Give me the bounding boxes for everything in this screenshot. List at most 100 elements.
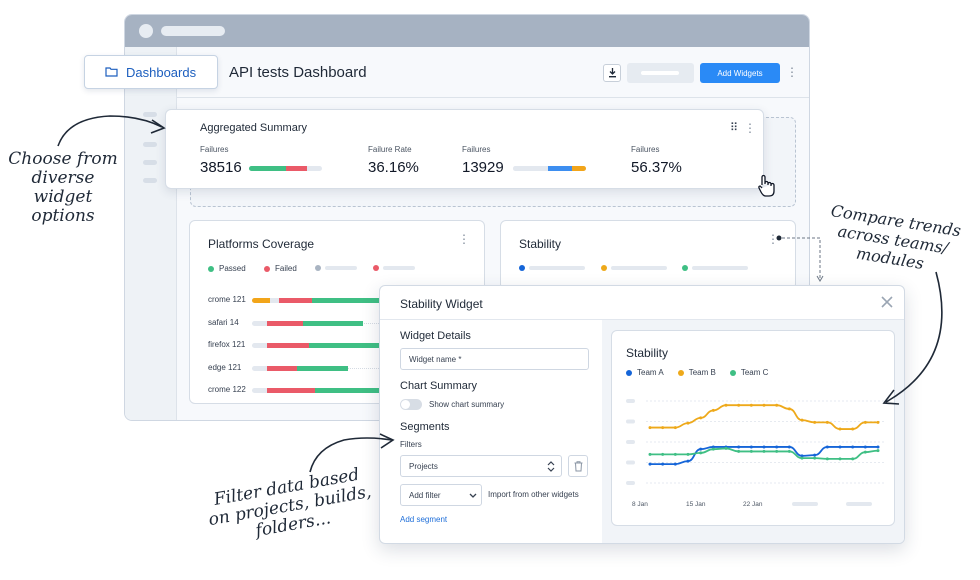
series-point [673, 462, 677, 466]
delete-filter-button[interactable] [568, 455, 588, 477]
segments-title: Segments [400, 421, 450, 433]
download-icon [608, 68, 616, 78]
series-point [686, 421, 690, 425]
series-point [661, 426, 665, 430]
more-options-icon[interactable]: ⋮ [767, 232, 779, 246]
metric-value: 56.37% [631, 159, 682, 176]
chart-summary-toggle[interactable] [400, 399, 422, 410]
card-title: Stability [519, 237, 562, 251]
drag-handle-icon[interactable]: ⠿ [730, 122, 738, 134]
legend-label: Team B [688, 368, 716, 377]
series-point [813, 453, 817, 457]
projects-select[interactable]: Projects [400, 455, 562, 477]
legend-label: Passed [219, 264, 246, 273]
bar-segment-skipped [252, 298, 270, 303]
import-widgets-link[interactable]: Import from other widgets [488, 490, 579, 499]
aggregated-summary-card[interactable]: Aggregated Summary ⠿ ⋮ Failures 38516 Fa… [165, 109, 764, 189]
annotation-choose-widget: Choose from diverse widget options [0, 150, 126, 226]
series-point [762, 445, 766, 449]
bar-segment-failed [267, 320, 303, 326]
bar-segment-passed [315, 388, 399, 393]
series-point [876, 449, 880, 453]
metric-label: Failures [462, 145, 491, 154]
y-tick-placeholder [626, 440, 635, 444]
series-point [787, 449, 791, 453]
legend-dot [208, 265, 214, 272]
bar-segment-failed [279, 298, 312, 303]
dashboards-nav-button[interactable]: Dashboards [84, 55, 218, 89]
coverage-bar [252, 320, 402, 326]
rail-item[interactable] [143, 142, 157, 147]
series-point [775, 403, 779, 407]
series-point [787, 407, 791, 411]
x-tick-label: 22 Jan [743, 501, 763, 508]
more-options-icon[interactable]: ⋮ [744, 121, 756, 135]
legend-label: Team A [637, 368, 664, 377]
series-line-team-b [650, 404, 878, 430]
row-guide [252, 367, 477, 369]
stability-card[interactable]: Stability ⋮ [500, 220, 796, 290]
close-icon[interactable] [880, 295, 894, 309]
series-point [838, 457, 842, 461]
platform-row[interactable]: crome 122 [190, 385, 486, 397]
series-point [699, 416, 703, 420]
y-tick-placeholder [626, 399, 635, 403]
add-filter-select[interactable]: Add filter [400, 484, 482, 506]
series-point [749, 403, 753, 407]
bar-segment-lead [252, 388, 267, 393]
widget-details-title: Widget Details [400, 330, 471, 342]
series-point [825, 445, 829, 449]
folder-icon [105, 65, 118, 80]
legend-item: Failed [264, 264, 297, 273]
window-titlebar [125, 15, 809, 47]
series-point [724, 446, 728, 450]
series-point [762, 403, 766, 407]
add-segment-link[interactable]: Add segment [400, 515, 448, 524]
rail-item[interactable] [143, 112, 157, 117]
series-point [686, 452, 690, 456]
platform-label: safari 14 [208, 317, 239, 327]
chevron-updown-icon [547, 461, 555, 472]
chart-summary-title: Chart Summary [400, 380, 478, 392]
secondary-button[interactable] [627, 63, 694, 83]
series-point [825, 420, 829, 424]
series-point [737, 403, 741, 407]
platform-row[interactable]: firefox 121 [190, 340, 486, 352]
x-tick-placeholder [846, 502, 872, 506]
coverage-bar [252, 298, 402, 303]
add-widgets-button[interactable]: Add Widgets [700, 63, 780, 83]
chevron-down-icon [469, 493, 477, 498]
hand-cursor-icon [758, 174, 775, 197]
series-point [648, 426, 652, 430]
series-line-team-a [650, 446, 878, 465]
series-point [775, 445, 779, 449]
stability-line-chart: 8 Jan 15 Jan 22 Jan [626, 399, 884, 508]
series-point [775, 449, 779, 453]
rail-item[interactable] [143, 178, 157, 183]
metric-value: 36.16% [368, 159, 419, 176]
legend-dot [626, 369, 632, 376]
window-title-placeholder [161, 26, 225, 36]
annotation-compare-trends: Compare trends across teams/ modules [814, 200, 971, 280]
annotation-line: diverse widget [31, 168, 95, 207]
download-button[interactable] [603, 64, 621, 82]
page-title: API tests Dashboard [229, 64, 367, 81]
left-rail [125, 47, 177, 420]
bar-segment-failed [267, 343, 309, 348]
platform-row[interactable]: edge 121 [190, 363, 486, 375]
widget-name-field[interactable]: Widget name * [400, 348, 589, 370]
stability-chart-card: Stability Team A Team B Team C 8 Jan 15 J… [611, 330, 895, 526]
rail-item[interactable] [143, 160, 157, 165]
series-point [863, 420, 867, 424]
add-filter-label: Add filter [409, 490, 441, 500]
series-point [673, 426, 677, 430]
more-options-icon[interactable]: ⋮ [458, 232, 470, 246]
series-point [800, 418, 804, 422]
more-options-icon[interactable]: ⋮ [786, 65, 798, 79]
bar-segment-lead [252, 343, 267, 348]
platform-row[interactable]: safari 14 [190, 318, 486, 330]
series-point [724, 403, 728, 407]
series-point [749, 445, 753, 449]
platform-row[interactable]: crome 121 [190, 295, 486, 307]
chart-legend: Team A Team B Team C [626, 368, 768, 377]
